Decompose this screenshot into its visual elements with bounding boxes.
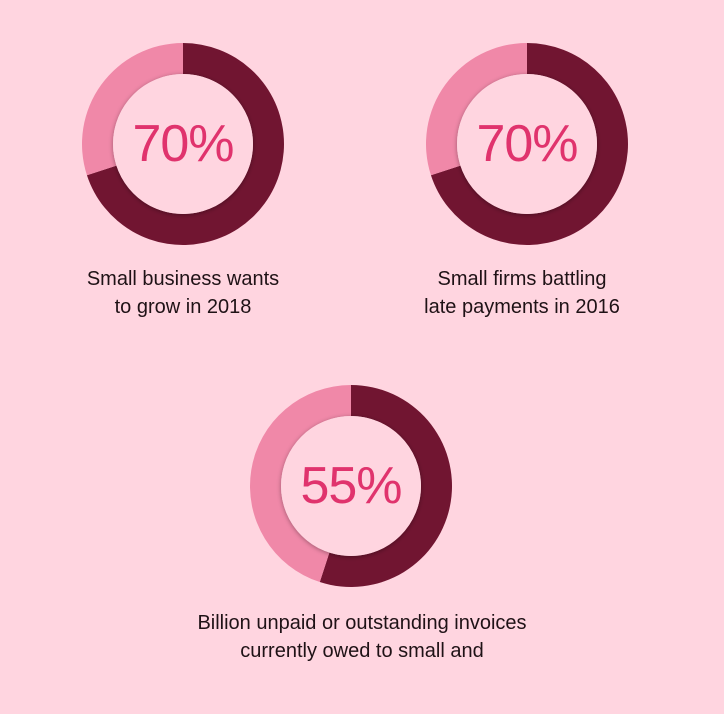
caption-line: Small business wants [86,268,280,290]
caption-line: currently owed to small and [240,640,484,662]
donut-segment-remainder [250,385,351,583]
donut-value-label: 55% [300,457,402,515]
donut-segment-filled [86,43,284,246]
donut-chart [426,43,628,246]
stat-caption: Small business wants to grow in 2018 [33,265,333,321]
donut-value-label: 70% [476,115,578,173]
donut-chart [250,385,453,587]
donut-center [113,74,253,214]
caption-line: to grow in 2018 [114,296,252,318]
caption-line: Billion unpaid or outstanding invoices [197,612,527,634]
donut-value-label: 70% [132,115,234,173]
caption-line: late payments in 2016 [424,296,620,318]
stat-caption: Billion unpaid or outstanding invoices c… [112,609,612,665]
donut-segment-filled [319,385,453,587]
donut-chart [81,43,284,246]
donut-center [281,416,421,556]
stat-caption: Small firms battling late payments in 20… [372,265,672,321]
donut-segment-filled [430,43,628,246]
caption-line: Small firms battling [437,268,607,290]
donut-center [457,74,597,214]
donut-segment-remainder [81,43,183,176]
donut-segment-remainder [426,43,527,176]
